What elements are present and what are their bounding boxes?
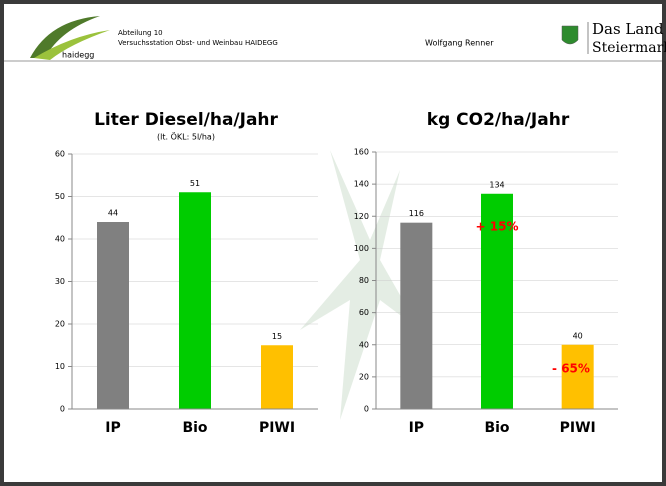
chart-title: kg CO2/ha/Jahr (427, 110, 570, 130)
y-tick-label: 50 (55, 192, 65, 201)
y-tick-label: 160 (354, 148, 369, 157)
bar (261, 345, 293, 409)
brand: Das Land (592, 20, 664, 38)
y-tick-label: 40 (55, 235, 65, 244)
x-tick-label: PIWI (259, 420, 295, 436)
y-tick-label: 100 (354, 244, 369, 253)
y-tick-label: 80 (359, 276, 369, 285)
bar (179, 192, 211, 409)
y-tick-label: 140 (354, 180, 369, 189)
y-tick-label: 20 (359, 372, 369, 381)
y-tick-label: 60 (359, 308, 369, 317)
brand: Steiermark (592, 40, 666, 56)
x-tick-label: IP (409, 420, 424, 436)
y-tick-label: 20 (55, 320, 65, 329)
bar (562, 345, 594, 409)
x-tick-label: IP (105, 420, 120, 436)
y-tick-label: 10 (55, 362, 65, 371)
value-label: 134 (489, 180, 504, 189)
y-tick-label: 60 (55, 150, 65, 159)
x-tick-label: PIWI (560, 420, 596, 436)
x-tick-label: Bio (484, 420, 509, 436)
annotation: + 15% (476, 220, 519, 234)
chart-title: Liter Diesel/ha/Jahr (94, 110, 278, 130)
coat-of-arms (562, 26, 578, 44)
bar (97, 222, 129, 409)
y-tick-label: 120 (354, 212, 369, 221)
value-label: 40 (573, 331, 583, 340)
station: Versuchsstation Obst- und Weinbau HAIDEG… (118, 39, 278, 47)
y-tick-label: 30 (55, 277, 65, 286)
x-tick-label: Bio (182, 420, 207, 436)
y-tick-label: 0 (60, 405, 65, 414)
department: Abteilung 10 (118, 29, 163, 37)
y-tick-label: 0 (364, 405, 369, 414)
slide: haidegg Abteilung 10 Versuchsstation Obs… (0, 0, 666, 486)
value-label: 44 (108, 209, 118, 218)
chart-subtitle: (lt. ÖKL: 5l/ha) (157, 132, 215, 142)
y-tick-label: 40 (359, 340, 369, 349)
annotation: - 65% (552, 362, 590, 376)
value-label: 15 (272, 332, 282, 341)
logo-text: haidegg (62, 51, 94, 60)
value-label: 116 (409, 209, 424, 218)
author: Wolfgang Renner (425, 39, 494, 48)
bar (400, 223, 432, 409)
value-label: 51 (190, 179, 200, 188)
